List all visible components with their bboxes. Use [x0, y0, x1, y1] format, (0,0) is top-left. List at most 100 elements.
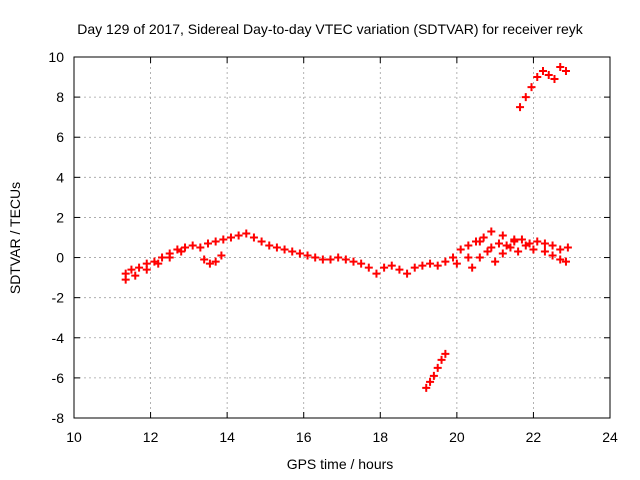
data-point: [234, 231, 243, 240]
data-point: [548, 241, 557, 250]
series-late-branch-b: [468, 241, 538, 272]
data-point: [556, 255, 565, 264]
series-late-branch-a: [452, 227, 519, 268]
data-point: [341, 255, 350, 264]
grid-lines: [74, 57, 610, 418]
data-point: [142, 265, 151, 274]
data-point: [334, 253, 343, 262]
data-point: [422, 383, 431, 392]
data-point: [433, 363, 442, 372]
data-point: [349, 257, 358, 266]
data-point: [165, 253, 174, 262]
data-point: [498, 231, 507, 240]
data-point: [433, 261, 442, 270]
data-point: [561, 67, 570, 76]
data-point: [527, 83, 536, 92]
y-tick-label: 10: [48, 49, 64, 65]
data-point: [372, 269, 381, 278]
x-tick-label: 24: [602, 429, 618, 445]
data-point: [441, 349, 450, 358]
data-point: [380, 263, 389, 272]
data-point: [205, 259, 214, 268]
data-point: [219, 235, 228, 244]
data-point: [204, 239, 212, 248]
data-point: [540, 239, 549, 248]
data-point: [288, 247, 297, 256]
data-point: [506, 243, 515, 252]
y-tick-label: -2: [52, 290, 65, 306]
data-point: [211, 237, 220, 246]
data-point: [200, 255, 209, 264]
data-points: [121, 63, 572, 392]
data-point: [357, 259, 366, 268]
y-tick-label: -4: [52, 330, 65, 346]
x-tick-label: 16: [296, 429, 312, 445]
data-point: [556, 245, 565, 254]
data-point: [561, 257, 570, 266]
data-point: [226, 233, 235, 242]
y-tick-label: 6: [56, 129, 64, 145]
series-dip-13: [200, 251, 226, 268]
data-point: [464, 253, 473, 262]
data-point: [529, 245, 538, 254]
data-point: [550, 75, 559, 84]
data-point: [249, 233, 258, 242]
data-point: [311, 253, 320, 262]
data-point: [556, 63, 565, 72]
data-point: [318, 255, 327, 264]
y-axis-label: SDTVAR / TECUs: [7, 182, 23, 294]
y-tick-label: 2: [56, 209, 64, 225]
data-point: [516, 103, 525, 112]
x-axis-label: GPS time / hours: [287, 456, 394, 472]
data-point: [217, 251, 226, 260]
data-point: [181, 243, 190, 252]
series-main-trace: [121, 229, 572, 278]
y-tick-label: 4: [56, 169, 64, 185]
data-point: [211, 257, 220, 266]
x-tick-label: 14: [219, 429, 235, 445]
data-point: [456, 245, 465, 254]
data-point: [364, 263, 373, 272]
data-point: [475, 237, 484, 246]
data-point: [487, 227, 496, 236]
data-point: [452, 259, 461, 268]
x-tick-label: 12: [143, 429, 159, 445]
data-point: [303, 251, 312, 260]
data-point: [158, 253, 167, 262]
data-point: [131, 271, 140, 280]
data-point: [475, 253, 484, 262]
x-tick-label: 22: [526, 429, 542, 445]
data-point: [437, 355, 446, 364]
data-point: [521, 93, 530, 102]
data-point: [418, 261, 427, 270]
plot-frame: [73, 56, 611, 419]
data-point: [539, 67, 547, 76]
data-point: [257, 237, 266, 246]
data-point: [429, 371, 438, 380]
data-point: [272, 243, 281, 252]
data-point: [548, 251, 557, 260]
series-low-branch: [121, 247, 186, 284]
data-point: [514, 247, 523, 256]
data-point: [403, 269, 412, 278]
data-point: [479, 233, 488, 242]
data-point: [533, 73, 542, 82]
data-point: [540, 247, 549, 256]
data-point: [188, 241, 197, 250]
y-tick-label: 8: [56, 89, 64, 105]
data-point: [177, 247, 186, 256]
data-point: [242, 229, 251, 238]
x-tick-label: 18: [372, 429, 388, 445]
data-point: [563, 243, 572, 252]
chart-title: Day 129 of 2017, Sidereal Day-to-day VTE…: [77, 21, 583, 37]
y-tick-label: -8: [52, 410, 65, 426]
data-point: [154, 259, 163, 268]
data-point: [464, 241, 473, 250]
data-point: [483, 247, 492, 256]
x-tick-label: 10: [66, 429, 82, 445]
data-point: [544, 71, 553, 80]
series-lower-segment: [422, 349, 450, 392]
data-point: [517, 235, 526, 244]
